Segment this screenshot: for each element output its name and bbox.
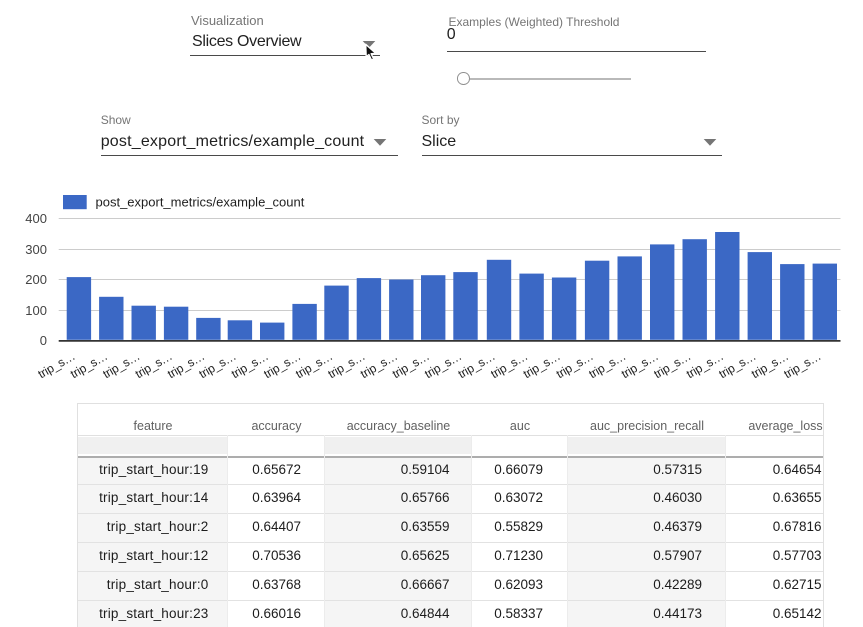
svg-text:300: 300 [25, 242, 47, 257]
svg-text:trip_s…: trip_s… [456, 349, 498, 381]
svg-text:trip_s…: trip_s… [422, 349, 464, 381]
svg-text:trip_s…: trip_s… [554, 349, 596, 381]
svg-text:0: 0 [40, 333, 47, 348]
svg-text:trip_s…: trip_s… [521, 349, 563, 381]
svg-text:200: 200 [25, 272, 47, 287]
svg-text:post_export_metrics/example_co: post_export_metrics/example_count [96, 195, 305, 210]
svg-text:400: 400 [25, 211, 47, 226]
svg-text:trip_s…: trip_s… [651, 349, 693, 381]
svg-text:trip_s…: trip_s… [781, 349, 823, 381]
svg-text:100: 100 [25, 303, 47, 318]
